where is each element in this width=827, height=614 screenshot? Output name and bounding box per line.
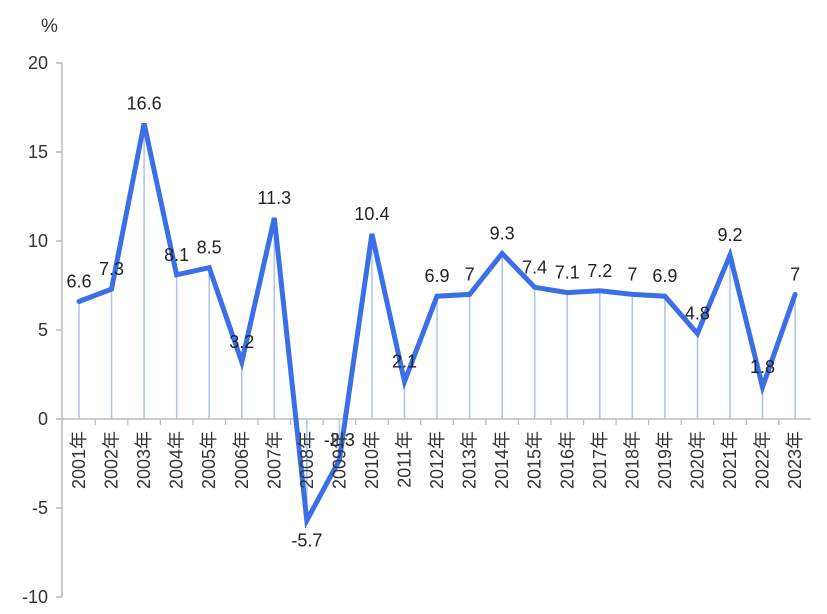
data-label: 4.8: [685, 304, 710, 324]
data-label: -2.3: [324, 430, 355, 450]
x-tick-label: 2006年: [232, 431, 252, 489]
x-tick-label: 2007年: [264, 431, 284, 489]
drop-lines: [78, 123, 796, 521]
y-tick-label: 15: [28, 142, 48, 162]
data-label: 2.1: [392, 352, 417, 372]
x-tick-label: 2019年: [655, 431, 675, 489]
x-tick-label: 2003年: [134, 431, 154, 489]
x-tick-label: 2002年: [102, 431, 122, 489]
y-tick-label: 20: [28, 53, 48, 73]
x-tick-label: 2023年: [785, 431, 805, 489]
data-label: 16.6: [127, 94, 162, 114]
x-tick-label: 2009年: [329, 431, 349, 489]
series-line-group: [76, 122, 798, 529]
x-tick-label: 2005年: [199, 431, 219, 489]
data-label: 7: [627, 264, 637, 284]
x-tick-label: 2013年: [460, 431, 480, 489]
y-tick-labels: 20 15 10 5 0 -5 -10: [22, 53, 48, 607]
data-label: 6.6: [66, 272, 91, 292]
x-tick-label: 2016年: [557, 431, 577, 489]
x-tick-label: 2021年: [720, 431, 740, 489]
data-label: 7.2: [587, 261, 612, 281]
axes: [56, 62, 812, 598]
x-tick-label: 2004年: [167, 431, 187, 489]
x-tick-label: 2010年: [362, 431, 382, 489]
series-line: [76, 122, 798, 529]
x-tick-label: 2001年: [69, 431, 89, 489]
data-label: 9.3: [490, 223, 515, 243]
y-axis-unit: %: [41, 16, 58, 37]
data-label: 7.3: [99, 259, 124, 279]
data-label: 11.3: [257, 188, 291, 208]
data-label: 1.8: [750, 357, 775, 377]
data-labels: 6.6 7.3 16.6 8.1 8.5 3.2 11.3 -5.7 -2.3 10.4 2.1 6.…: [66, 94, 800, 551]
x-tick-label: 2015年: [525, 431, 545, 489]
x-tick-label: 2012年: [427, 431, 447, 489]
data-label: 7: [790, 264, 800, 284]
y-tick-label: 10: [28, 231, 48, 251]
y-tick-label: -5: [32, 498, 48, 518]
data-label: 7: [465, 264, 475, 284]
x-tick-label: 2022年: [753, 431, 773, 489]
data-label: 10.4: [354, 204, 389, 224]
data-label: 7.4: [522, 257, 547, 277]
data-label: -5.7: [291, 530, 322, 550]
y-tick-label: 5: [38, 320, 48, 340]
data-label: 9.2: [717, 225, 742, 245]
y-tick-label: 0: [38, 409, 48, 429]
x-tick-label: 2014年: [492, 431, 512, 489]
data-label: 3.2: [229, 332, 254, 352]
y-tick-label: -10: [22, 587, 48, 607]
data-label: 6.9: [652, 266, 677, 286]
x-tick-label: 2018年: [622, 431, 642, 489]
x-tick-label: 2008年: [297, 431, 317, 489]
data-label: 6.9: [425, 266, 450, 286]
x-tick-label: 2017年: [590, 431, 610, 489]
x-tick-label: 2020年: [687, 431, 707, 489]
x-tick-label: 2011年: [395, 431, 415, 488]
data-label: 7.1: [555, 263, 580, 283]
data-label: 8.1: [164, 245, 189, 265]
x-tick-labels: 2001年 2002年 2003年 2004年 2005年 2006年 2007年 2008年…: [69, 431, 805, 489]
data-label: 8.5: [197, 238, 222, 258]
